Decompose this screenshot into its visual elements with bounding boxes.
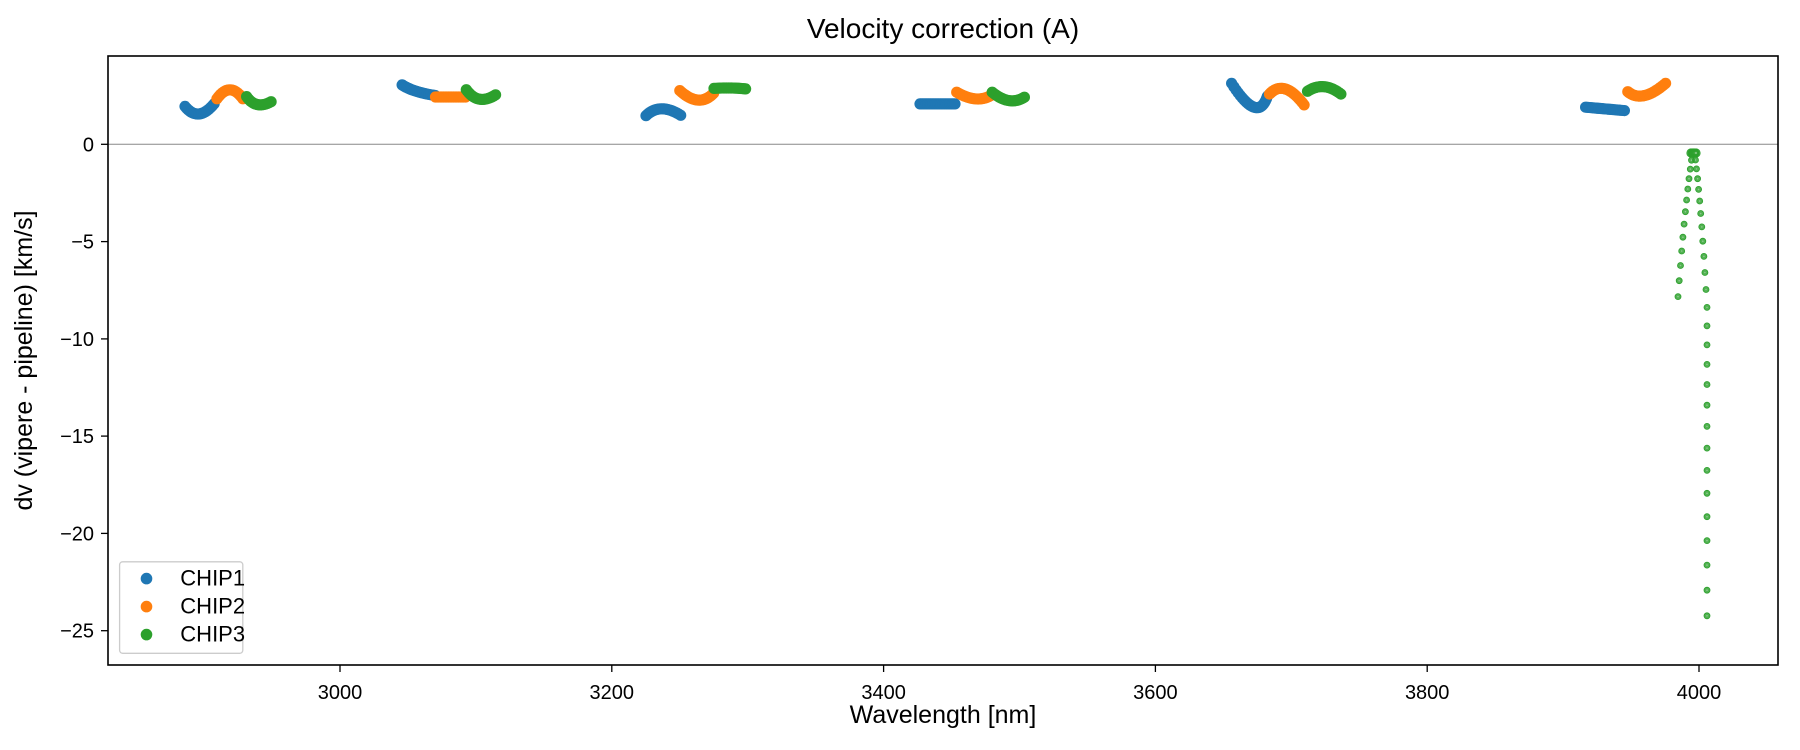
svg-text:CHIP2: CHIP2 xyxy=(180,594,245,619)
svg-text:−10: −10 xyxy=(60,329,94,351)
svg-text:−5: −5 xyxy=(71,232,94,254)
svg-text:0: 0 xyxy=(83,134,94,156)
svg-text:−15: −15 xyxy=(60,426,94,448)
svg-text:3800: 3800 xyxy=(1405,682,1450,704)
svg-text:CHIP3: CHIP3 xyxy=(180,622,245,647)
svg-text:dv (vipere - pipeline) [km/s]: dv (vipere - pipeline) [km/s] xyxy=(10,210,38,510)
svg-text:−25: −25 xyxy=(60,621,94,643)
svg-text:3200: 3200 xyxy=(590,682,635,704)
svg-text:Wavelength [nm]: Wavelength [nm] xyxy=(850,701,1037,729)
svg-text:4000: 4000 xyxy=(1677,682,1722,704)
svg-text:−20: −20 xyxy=(60,523,94,545)
svg-text:CHIP1: CHIP1 xyxy=(180,566,245,591)
svg-text:3600: 3600 xyxy=(1133,682,1178,704)
svg-text:3000: 3000 xyxy=(318,682,363,704)
